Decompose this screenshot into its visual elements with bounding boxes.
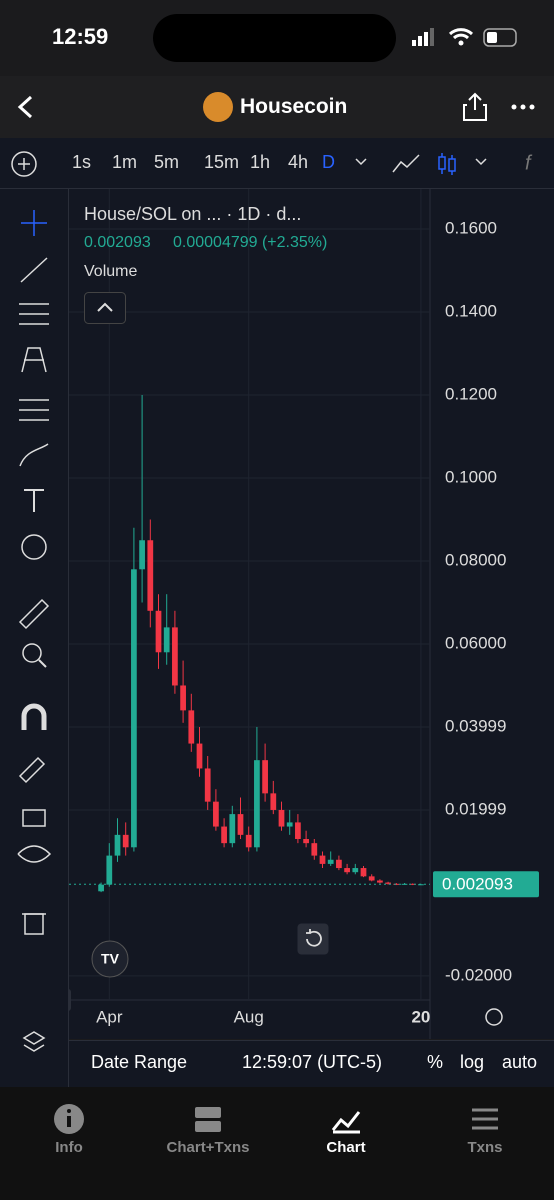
candle-body: [360, 868, 367, 877]
price-chart: 0.1600 0.1400 0.1200 0.1000 0.08000 0.06000 0.…: [69, 189, 554, 1039]
status-time: 12:59: [52, 24, 109, 49]
candle-body: [393, 883, 400, 885]
candle-body: [139, 540, 145, 570]
status-icons: [412, 28, 517, 47]
tab-label[interactable]: Txns: [467, 1139, 503, 1156]
log-toggle[interactable]: log: [460, 1052, 485, 1072]
candle-body: [344, 868, 350, 873]
candle-body: [122, 834, 129, 848]
candle-body: [286, 822, 293, 827]
candle-body: [278, 809, 285, 827]
candle-body: [172, 627, 178, 686]
date-range-button[interactable]: Date Range: [91, 1052, 188, 1072]
candle-body: [213, 801, 219, 827]
tool-icons[interactable]: [14, 200, 54, 1060]
candle-body: [377, 880, 383, 883]
reset-chart[interactable]: [297, 923, 329, 955]
candle-body: [155, 610, 162, 653]
y-tick-label: 0.08000: [445, 550, 506, 569]
collapse-tools: [69, 989, 71, 1011]
y-tick-label: 0.01999: [445, 799, 506, 818]
candle-body: [385, 882, 391, 884]
tab-label[interactable]: Info: [55, 1139, 83, 1156]
candle-body: [106, 855, 113, 885]
candle-body: [311, 843, 318, 856]
tab-icons: [54, 1104, 498, 1134]
candle-body: [221, 826, 227, 844]
interval-button[interactable]: 4h: [288, 152, 309, 172]
auto-toggle[interactable]: auto: [502, 1052, 538, 1072]
last-price-badge: [433, 871, 539, 898]
candle-body: [270, 793, 277, 810]
interval-button[interactable]: 15m: [204, 152, 240, 172]
dynamic-island: [153, 14, 396, 62]
candle-body: [336, 859, 342, 869]
candle-body: [204, 768, 211, 802]
candle-body: [98, 884, 104, 892]
candle-body: [196, 743, 203, 769]
tab-label[interactable]: Chart: [326, 1139, 366, 1156]
tradingview-logo: TV: [91, 940, 129, 978]
drawing-tools: [0, 189, 69, 1089]
y-tick-label: 0.1000: [445, 467, 497, 486]
candle-body: [229, 814, 236, 844]
chart-bottom-bar: [69, 1040, 554, 1087]
candle-body: [352, 868, 359, 873]
candle-body: [188, 710, 195, 744]
svg-text:f: f: [525, 152, 533, 174]
x-tick-label: Aug: [234, 1007, 264, 1026]
chart-legend-title: House/SOL on ... · 1D · d...: [84, 204, 302, 224]
interval-button[interactable]: 5m: [154, 152, 180, 172]
chart-settings[interactable]: [485, 1008, 503, 1026]
collapse-legend[interactable]: [84, 292, 126, 324]
candle-body: [303, 839, 309, 844]
candle-body: [262, 760, 268, 794]
candle-body: [254, 760, 260, 848]
volume-label: Volume: [84, 263, 138, 280]
candle-body: [114, 834, 121, 856]
share-button[interactable]: [462, 92, 488, 122]
percent-toggle[interactable]: %: [427, 1052, 444, 1072]
x-tick-label: Apr: [96, 1007, 123, 1026]
y-tick-label: 0.1400: [445, 302, 497, 321]
interval-button[interactable]: 1s: [72, 152, 92, 172]
y-tick-label: 0.1600: [445, 219, 497, 238]
candle-body: [147, 540, 154, 611]
candle-body: [245, 834, 252, 848]
tab-bar: [0, 1087, 554, 1200]
candle-body: [327, 859, 334, 864]
svg-text:TV: TV: [101, 951, 120, 967]
toolbar-icons: f: [355, 152, 533, 175]
add-indicator[interactable]: [10, 150, 38, 178]
y-tick-label: 0.03999: [445, 716, 506, 735]
interval-button[interactable]: D: [322, 152, 335, 172]
candle-body: [237, 814, 244, 835]
candle-body: [409, 883, 416, 885]
x-tick-label: 20: [411, 1007, 430, 1026]
interval-button[interactable]: 1h: [250, 152, 271, 172]
candle-body: [163, 627, 170, 653]
last-price: 0.002093: [84, 234, 151, 251]
candle-body: [368, 876, 375, 881]
coin-logo: [203, 92, 233, 122]
more-button[interactable]: [510, 102, 536, 112]
y-tick-label: -0.02000: [445, 965, 512, 984]
candle-body: [319, 855, 326, 864]
price-change: 0.00004799 (+2.35%): [173, 234, 328, 251]
candle-body: [131, 569, 137, 848]
nav-header: [0, 76, 554, 138]
y-tick-label: 0.1200: [445, 385, 497, 404]
interval-button[interactable]: 1m: [112, 152, 138, 172]
interval-toolbar: [0, 138, 554, 189]
tab-label[interactable]: Chart+Txns: [166, 1139, 250, 1156]
coin-title: Housecoin: [240, 95, 348, 118]
chart-clock: 12:59:07 (UTC-5): [242, 1052, 383, 1072]
y-tick-label: 0.06000: [445, 633, 506, 652]
candle-body: [180, 685, 186, 711]
last-price-label: 0.002093: [442, 875, 513, 894]
candle-body: [295, 822, 301, 840]
back-button[interactable]: [14, 94, 38, 120]
